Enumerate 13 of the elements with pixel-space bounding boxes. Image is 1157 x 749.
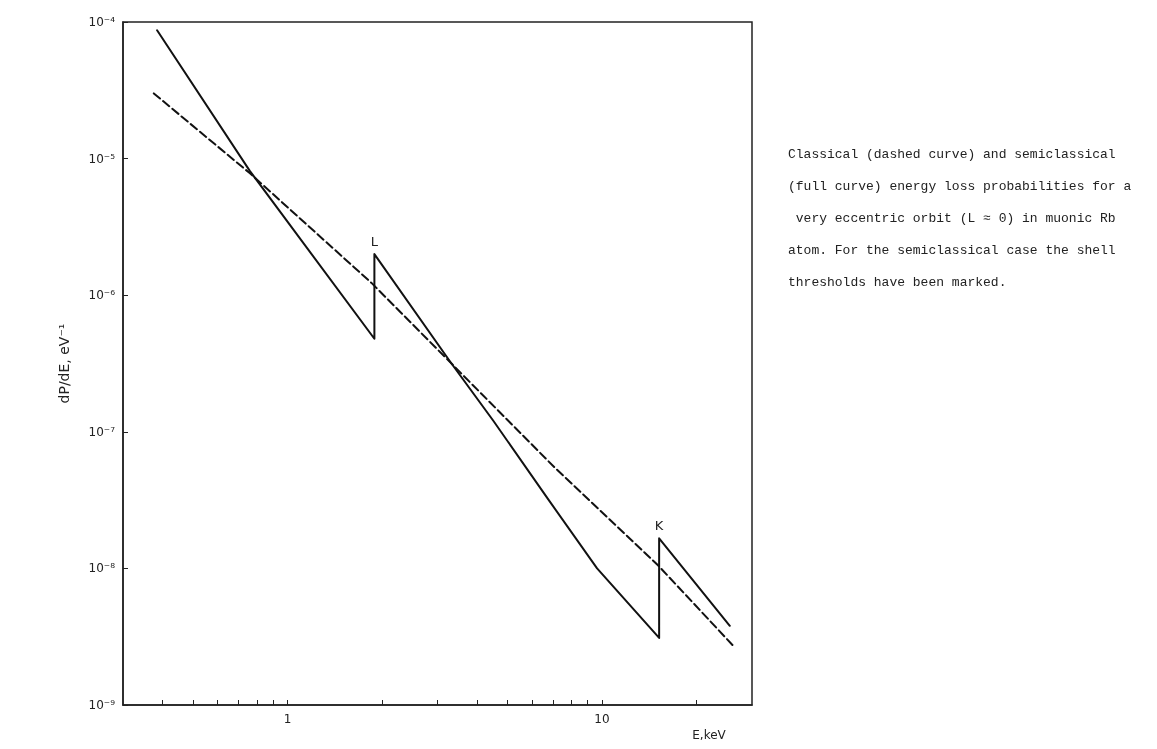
y-tick-label: 10⁻⁵ [88, 151, 116, 166]
y-tick-label: 10⁻⁸ [88, 561, 116, 576]
x-axis-title: E,keV [692, 728, 727, 742]
x-tick-label: 10 [594, 712, 610, 726]
annotation: K [654, 518, 664, 534]
y-axis-title: dP/dE, eV⁻¹ [56, 323, 72, 404]
y-tick-label: 10⁻⁶ [88, 288, 116, 303]
y-tick-label: 10⁻⁴ [88, 15, 116, 29]
y-tick-label: 10⁻⁷ [88, 424, 116, 439]
text: Classical (dashed curve) and semiclassical (full curve) energy loss probabilities for a very eccentric orbit (L ≈ 0) in muonic Rb atom. For the semiclassical case the shell thresholds have been marked. [788, 146, 1132, 290]
annotation: L [370, 234, 379, 250]
y-tick-label: 10⁻⁹ [88, 698, 116, 712]
x-tick-label: 1 [283, 712, 292, 726]
